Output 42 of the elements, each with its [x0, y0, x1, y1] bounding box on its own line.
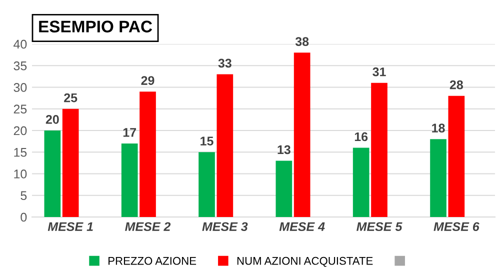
y-tick-label: 30 [14, 83, 27, 92]
x-tick-label: MESE 5 [356, 222, 402, 232]
data-label: 15 [200, 136, 214, 146]
data-label: 18 [432, 124, 445, 133]
bar [448, 96, 465, 217]
bar [62, 108, 79, 217]
bar [140, 92, 156, 217]
y-tick-label: 15 [14, 148, 27, 157]
x-tick-label: MESE 3 [202, 222, 248, 232]
data-label: 33 [218, 58, 232, 68]
chart-title: ESEMPIO PAC [39, 20, 152, 32]
data-label: 25 [64, 93, 78, 102]
y-tick-label: 25 [14, 104, 27, 114]
x-tick-label: MESE 4 [279, 222, 325, 232]
data-label: 38 [295, 37, 309, 46]
bar [216, 74, 234, 217]
data-label: 17 [123, 128, 136, 137]
legend-label: PREZZO AZIONE [108, 256, 196, 265]
bar [276, 160, 292, 217]
x-tick-label: MESE 1 [48, 222, 93, 232]
bar [121, 143, 138, 217]
data-label: 28 [450, 80, 463, 90]
y-tick-label: 40 [14, 40, 27, 49]
x-tick-label: MESE 6 [434, 222, 480, 232]
y-tick-label: 10 [14, 170, 27, 178]
bar [44, 130, 61, 217]
bar [294, 52, 310, 217]
data-label: 13 [278, 145, 290, 154]
data-label: 29 [141, 76, 154, 85]
bar [198, 152, 215, 217]
x-tick-label: MESE 2 [125, 222, 171, 232]
data-label: 31 [372, 67, 386, 76]
bar [371, 82, 388, 217]
bar [430, 139, 446, 217]
bar [352, 148, 370, 217]
legend-label: NUM AZIONI ACQUISTATE [237, 256, 373, 267]
data-label: 16 [354, 132, 368, 142]
y-tick-label: 20 [14, 126, 27, 136]
y-tick-label: 0 [20, 212, 27, 222]
y-tick-label: 5 [20, 191, 27, 200]
data-label: 20 [46, 115, 59, 124]
y-tick-label: 35 [14, 61, 27, 70]
